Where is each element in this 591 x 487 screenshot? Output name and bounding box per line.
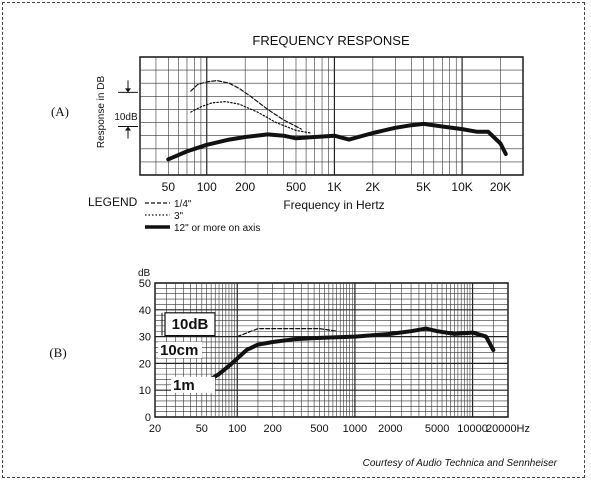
chart-a-x-tick-label: 500 <box>286 180 306 194</box>
chart-b-x-tick-label: 200 <box>263 423 281 435</box>
chart-a-plot-border <box>140 57 523 175</box>
chart-b-x-tick-label: 50 <box>196 423 208 435</box>
chart-b-y-tick-label: 40 <box>139 305 151 317</box>
chart-a-legend: 1/4"3"12" or more on axis <box>145 199 260 234</box>
chart-b-y-tick-label: 30 <box>139 332 151 344</box>
credit-text: Courtesy of Audio Technica and Sennheise… <box>363 458 558 469</box>
chart-a-series-line-2 <box>191 102 311 133</box>
chart-b-y-tick-label: 10 <box>139 385 151 397</box>
chart-a-series-line-3 <box>168 124 506 159</box>
chart-a-legend-label-1: 1/4" <box>174 199 192 210</box>
chart-b-panel-label: (B) <box>49 345 66 360</box>
chart-a-ylabel: Response in DB <box>96 76 107 149</box>
chart-a-legend-label-3: 12" or more on axis <box>174 223 260 234</box>
chart-a-x-tick-label: 5K <box>416 180 431 194</box>
chart-b-y-tick-label: 20 <box>139 358 151 370</box>
chart-b-x-tick-label: 500 <box>310 423 328 435</box>
chart-a-x-tick-label: 20K <box>490 180 511 194</box>
chart-a-xlabel: Frequency in Hertz <box>283 198 384 212</box>
chart-a-scale-arrowhead-bottom <box>125 126 131 130</box>
chart-a-x-tick-label: 200 <box>235 180 255 194</box>
chart-b-x-tick-label: 20 <box>149 423 161 435</box>
chart-b-series-label-2: 1m <box>173 377 195 394</box>
chart-b-x-tick-label: 2000 <box>378 423 402 435</box>
chart-b-x-tick-label: 20000Hz <box>486 423 530 435</box>
chart-b-series-label-1: 10cm <box>160 342 198 359</box>
chart-b-x-tick-label: 5000 <box>425 423 449 435</box>
chart-a-x-tick-label: 10K <box>451 180 472 194</box>
chart-a-x-tick-label: 100 <box>197 180 217 194</box>
chart-b-scale-label: 10dB <box>172 316 209 333</box>
chart-a-x-tick-label: 50 <box>162 180 176 194</box>
chart-a-scale-arrowhead-top <box>125 88 131 92</box>
chart-b-x-tick-label: 10000 <box>457 423 488 435</box>
chart-a-plot: 50 100 200 500 1K 2K 5K 10K 20K <box>118 57 523 194</box>
chart-b-plot-border <box>155 283 508 417</box>
chart-b-x-tick-label: 1000 <box>343 423 367 435</box>
chart-a-x-tick-label: 2K <box>366 180 381 194</box>
chart-a-legend-label-2: 3" <box>174 211 184 222</box>
chart-b-series-line-1 <box>237 329 337 337</box>
chart-a-legend-title: LEGEND <box>88 195 138 209</box>
chart-b-x-tick-label: 100 <box>228 423 246 435</box>
chart-a-scale-label: 10dB <box>114 112 138 123</box>
chart-a-panel-label: (A) <box>51 104 69 119</box>
chart-b-y-tick-label: 50 <box>139 278 151 290</box>
chart-a-title: FREQUENCY RESPONSE <box>252 33 410 48</box>
chart-a-x-tick-label: 1K <box>327 180 342 194</box>
